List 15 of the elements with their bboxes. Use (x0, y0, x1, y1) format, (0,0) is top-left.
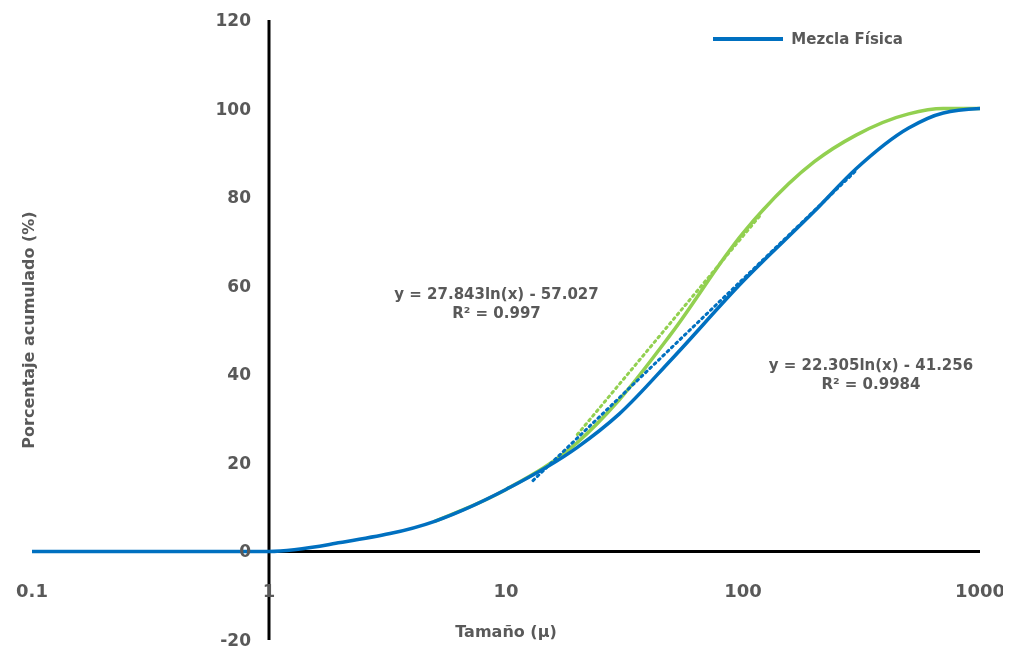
y-tick-label: 60 (227, 275, 252, 296)
x-tick-label: 10 (493, 580, 519, 602)
y-tick-label: 20 (227, 452, 252, 473)
x-axis-title: Tamaño (µ) (455, 622, 557, 641)
y-tick-label: 120 (215, 10, 252, 30)
annotation: y = 27.843ln(x) - 57.027 R² = 0.997 (394, 285, 599, 322)
y-tick-label: 80 (227, 187, 252, 208)
y-axis-title: Porcentaje acumulado (%) (18, 211, 38, 449)
legend-label: Mezcla Física (791, 30, 903, 48)
y-tick-label: -20 (220, 630, 252, 648)
x-tick-label: 100 (724, 580, 762, 602)
annotation: y = 22.305ln(x) - 41.256 R² = 0.9984 (768, 356, 974, 394)
x-tick-label: 0.1 (16, 580, 48, 602)
y-tick-label: 40 (227, 364, 252, 385)
y-tick-label: 100 (215, 98, 252, 119)
